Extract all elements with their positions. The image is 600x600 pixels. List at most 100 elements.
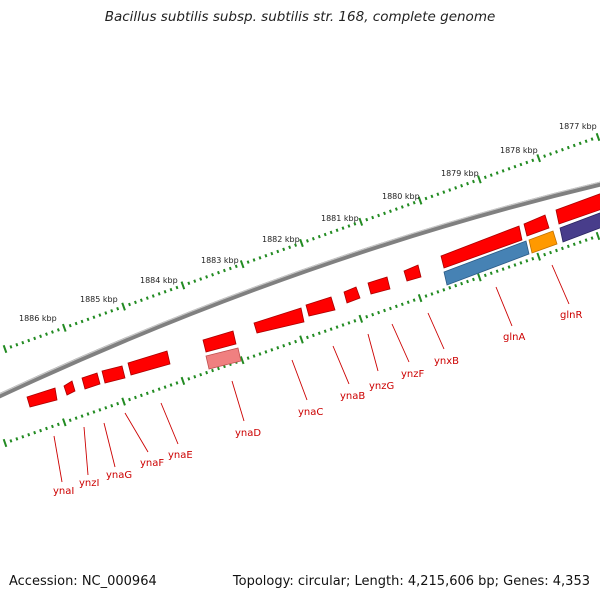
ruler-inner-minor-tick [466, 279, 469, 284]
ruler-outer-minor-tick [175, 285, 179, 290]
ruler-inner-minor-tick [489, 271, 493, 276]
ruler-outer-minor-tick [377, 213, 381, 218]
gene-label-ynxB[interactable]: ynxB [434, 356, 459, 367]
ruler-inner-minor-tick [199, 372, 203, 377]
ruler-outer-major-tick [2, 344, 8, 354]
gene-label-ynaE[interactable]: ynaE [168, 450, 193, 461]
ruler-inner-minor-tick [211, 368, 214, 373]
gene-label-ynaG[interactable]: ynaG [106, 470, 132, 481]
feature-right-edge-product[interactable] [559, 211, 600, 243]
ruler-outer-minor-tick [578, 141, 582, 146]
gene-label-ynzG[interactable]: ynzG [369, 381, 394, 392]
ruler-inner-minor-tick [157, 387, 161, 391]
ruler-outer-minor-tick [383, 211, 386, 216]
ruler-label: 1883 kbp [201, 256, 239, 265]
ruler-inner-minor-tick [276, 346, 280, 350]
gene-label-ynaC[interactable]: ynaC [298, 407, 323, 418]
feature-ynaD-product[interactable] [205, 347, 242, 370]
ruler-outer-minor-tick [489, 173, 493, 177]
ruler-outer-minor-tick [572, 143, 576, 148]
feature-ynzI[interactable] [63, 380, 76, 396]
feature-glnA[interactable] [440, 225, 523, 269]
gene-label-ynzI[interactable]: ynzI [79, 478, 99, 489]
ruler-inner-minor-tick [430, 292, 434, 296]
leader-line-glnR [551, 264, 570, 305]
ruler-outer-minor-tick [341, 226, 345, 230]
ruler-outer-minor-tick [45, 332, 48, 336]
ruler-outer-minor-tick [234, 264, 238, 269]
gene-label-ynzF[interactable]: ynzF [401, 369, 425, 380]
ruler-inner-minor-tick [329, 327, 333, 331]
leader-line-ynaE [160, 402, 179, 445]
gene-label-ynaI[interactable]: ynaI [53, 486, 74, 497]
ruler-inner-minor-tick [371, 312, 375, 317]
ruler-inner-minor-tick [252, 354, 256, 358]
ruler-outer-minor-tick [335, 228, 339, 233]
ruler-outer-minor-tick [56, 328, 60, 332]
gene-label-glnR[interactable]: glnR [560, 310, 582, 321]
feature-ynaC[interactable] [253, 307, 305, 334]
ruler-outer-minor-tick [566, 145, 570, 150]
ruler-inner-minor-tick [448, 286, 452, 290]
ruler-inner-minor-tick [566, 244, 570, 249]
gene-label-ynaD[interactable]: ynaD [235, 428, 261, 439]
ruler-outer-minor-tick [276, 249, 280, 254]
sequence-backbone-highlight [0, 181, 600, 395]
feature-ynxB[interactable] [403, 264, 422, 282]
gene-label-ynaB[interactable]: ynaB [340, 391, 365, 402]
ruler-outer-major-tick [477, 175, 482, 184]
ruler-outer-minor-tick [294, 243, 298, 247]
ruler-outer-minor-tick [519, 162, 523, 167]
feature-ynaF[interactable] [101, 365, 126, 384]
ruler-inner-minor-tick [33, 430, 37, 435]
accession-text: Accession: NC_000964 [9, 574, 157, 589]
feature-ynaD[interactable] [202, 330, 237, 353]
ruler-inner-minor-tick [406, 300, 410, 304]
ruler-inner-minor-tick [460, 281, 464, 286]
gene-label-ynaF[interactable]: ynaF [140, 458, 164, 469]
ruler-outer-minor-tick [436, 192, 440, 196]
feature-ynzF[interactable] [367, 276, 391, 295]
ruler-inner-major-tick [239, 356, 245, 365]
ruler-inner-minor-tick [151, 389, 155, 393]
ruler-inner-minor-tick [389, 306, 392, 311]
ruler-outer-minor-tick [157, 292, 161, 296]
ruler-outer-minor-tick [347, 224, 351, 228]
gene-label-glnA[interactable]: glnA [503, 332, 525, 343]
ruler-inner-minor-tick [507, 265, 511, 269]
ruler-outer-minor-tick [116, 306, 120, 311]
feature-ynzG[interactable] [343, 286, 361, 304]
ruler-inner-minor-tick [86, 412, 90, 416]
feature-ynaG[interactable] [81, 372, 101, 390]
ruler-outer-minor-tick [151, 294, 155, 298]
feature-gene-right-edge[interactable] [555, 192, 600, 225]
topology-text: Topology: circular; Length: 4,215,606 bp… [232, 574, 590, 589]
ruler-outer-minor-tick [246, 260, 250, 264]
ruler-inner-minor-tick [442, 288, 446, 292]
ruler-inner-major-tick [417, 293, 423, 303]
ruler-outer-minor-tick [50, 330, 54, 334]
ruler-inner-minor-tick [311, 333, 315, 338]
feature-glnA-product[interactable] [443, 240, 530, 286]
feature-ynaI[interactable] [26, 387, 58, 408]
leader-line-ynaG [103, 422, 116, 468]
ruler-inner-minor-tick [175, 381, 179, 385]
ruler-outer-minor-tick [590, 137, 594, 141]
ruler-outer-minor-tick [305, 239, 309, 243]
feature-glnR-product[interactable] [528, 230, 558, 254]
ruler-inner-minor-tick [578, 240, 582, 244]
ruler-outer-minor-tick [430, 194, 434, 199]
ruler-outer-minor-tick [513, 164, 517, 169]
feature-ynaE[interactable] [127, 350, 171, 376]
leader-line-ynaF [124, 412, 149, 453]
feature-ynaB[interactable] [305, 296, 336, 317]
ruler-inner-minor-tick [294, 339, 298, 344]
backbone-layer [0, 181, 600, 399]
ruler-outer-minor-tick [74, 321, 78, 326]
ruler-inner-minor-tick [400, 302, 404, 307]
feature-glnR[interactable] [523, 214, 550, 237]
ruler-inner-minor-tick [323, 329, 327, 333]
ruler-outer-minor-tick [501, 169, 505, 173]
